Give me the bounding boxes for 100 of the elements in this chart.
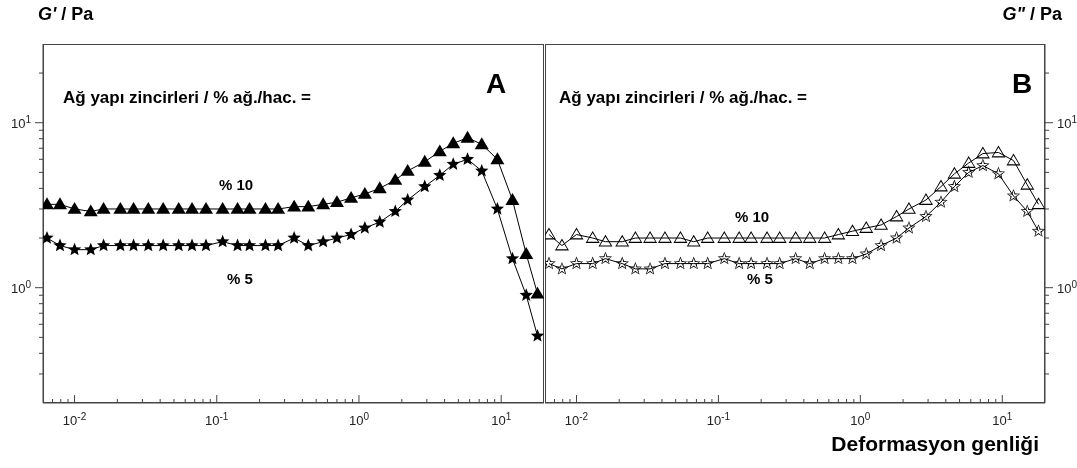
point (505, 251, 520, 265)
point (126, 238, 141, 252)
point (1006, 188, 1021, 202)
point (141, 238, 155, 252)
point (991, 145, 1006, 158)
point (230, 238, 245, 252)
point (760, 256, 774, 270)
point (643, 231, 658, 243)
point (330, 231, 344, 244)
x-tick-label: 10$^{0}$ (348, 410, 370, 428)
point (788, 231, 803, 243)
point (446, 157, 460, 170)
point (185, 238, 199, 252)
point (586, 256, 600, 270)
point (490, 201, 505, 215)
point (947, 179, 962, 193)
point (372, 181, 387, 194)
annotation: Ağ yapı zincirleri / % ağ./hac. = (63, 88, 312, 108)
point (373, 215, 387, 228)
point (474, 137, 489, 150)
point (242, 201, 257, 214)
point (615, 256, 629, 270)
x-tick-label: 10$^{-2}$ (62, 410, 87, 428)
point (1020, 177, 1035, 190)
point (141, 201, 156, 214)
point (358, 221, 372, 234)
annotation: A (486, 68, 507, 100)
x-tick-label: 10$^{0}$ (850, 410, 871, 428)
point (96, 201, 111, 214)
point (657, 231, 672, 243)
point (316, 234, 330, 248)
point (817, 231, 832, 243)
point (185, 201, 200, 214)
point (113, 238, 128, 252)
y-axis-title: G" / Pa (1002, 4, 1062, 25)
series-label: % 5 (227, 270, 253, 287)
point (975, 146, 990, 159)
point (53, 238, 67, 252)
point (287, 199, 302, 212)
point (388, 172, 403, 185)
point (585, 231, 600, 243)
point (961, 155, 976, 168)
point (271, 201, 286, 214)
point (845, 251, 860, 265)
point (519, 247, 534, 259)
point (643, 261, 657, 275)
point (802, 231, 817, 243)
point (329, 195, 344, 208)
x-tick-label: 10$^{-2}$ (564, 410, 589, 428)
annotation: B (1012, 68, 1033, 100)
x-tick-label: 10$^{1}$ (491, 410, 512, 428)
annotation: Ağ yapı zincirleri / % ağ./hac. = (559, 88, 808, 108)
point (874, 238, 888, 252)
point (889, 209, 904, 222)
point (934, 195, 948, 208)
series-label: % 5 (747, 270, 773, 287)
point (803, 256, 817, 270)
x-axis-title: Deformasyon genliği (831, 432, 1039, 456)
point (817, 251, 832, 265)
point (831, 227, 846, 240)
point (744, 256, 758, 270)
point (628, 231, 643, 243)
point (460, 152, 475, 165)
point (83, 204, 98, 217)
point (1006, 153, 1021, 166)
point (859, 221, 874, 233)
point (554, 238, 569, 251)
point (991, 166, 1006, 180)
point (569, 227, 584, 240)
point (732, 256, 746, 270)
point (460, 130, 475, 143)
point (52, 197, 67, 210)
point (976, 158, 990, 172)
point (831, 251, 846, 265)
point (744, 231, 759, 243)
point (772, 231, 787, 243)
point (156, 238, 170, 252)
point (760, 231, 775, 243)
point (258, 238, 273, 252)
point (700, 231, 715, 243)
point (344, 227, 358, 241)
series-label: % 10 (734, 208, 770, 225)
point (67, 201, 82, 214)
point (788, 251, 803, 265)
point (446, 136, 461, 149)
point (301, 238, 315, 252)
point (198, 201, 213, 214)
point (67, 242, 82, 256)
point (432, 144, 447, 157)
point (388, 204, 402, 218)
point (658, 256, 672, 270)
point (519, 288, 533, 301)
point (401, 193, 415, 206)
point (301, 199, 316, 212)
point (505, 193, 520, 205)
point (357, 186, 372, 199)
point (171, 201, 186, 214)
x-tick-label: 10$^{1}$ (992, 410, 1013, 428)
series-label: % 10 (218, 176, 254, 193)
point (919, 209, 933, 223)
